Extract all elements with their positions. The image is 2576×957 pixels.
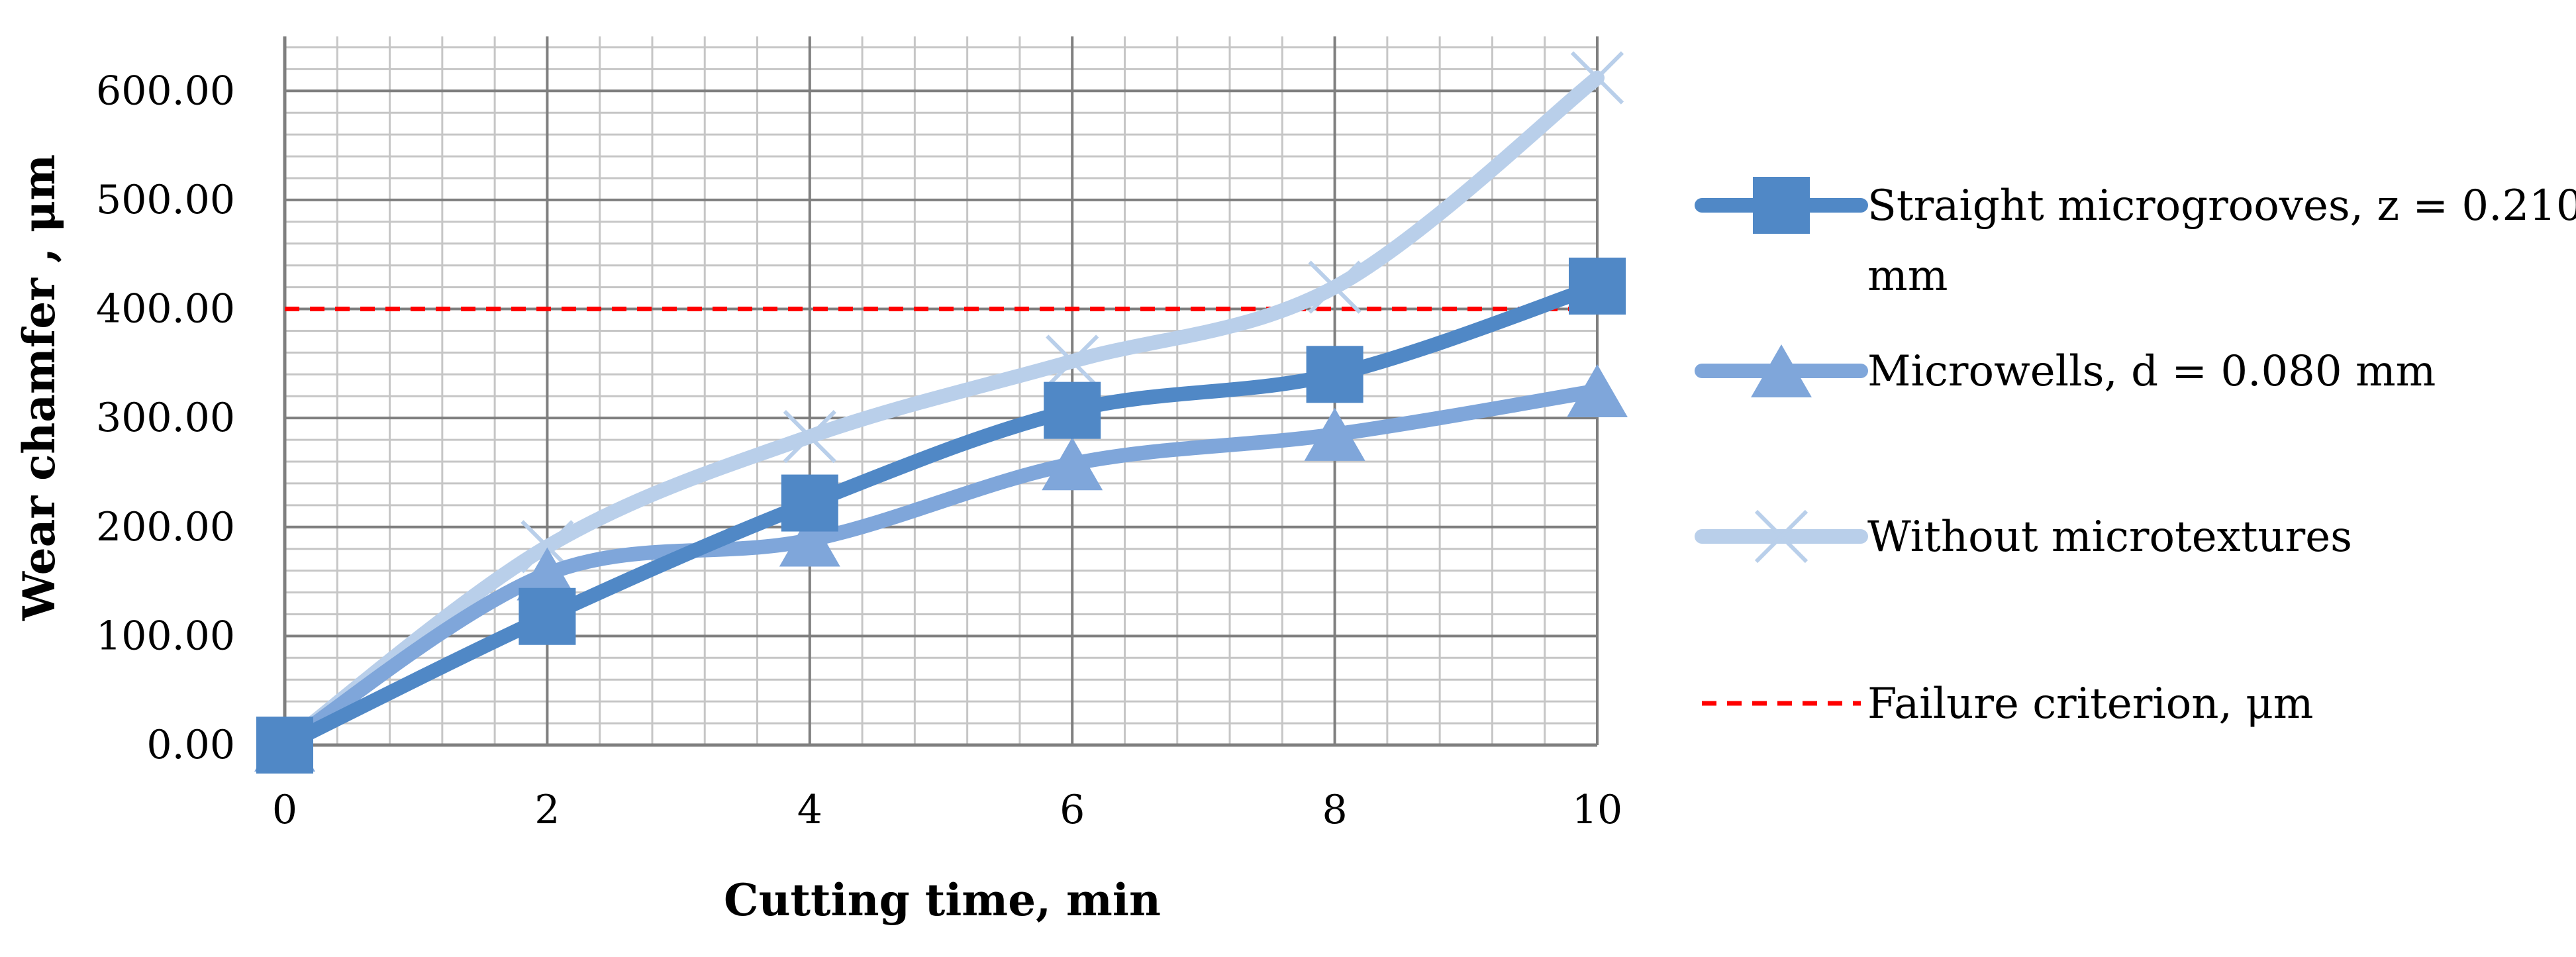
- y-tick-label: 300.00: [96, 395, 235, 441]
- y-tick-label: 600.00: [96, 68, 235, 114]
- data-point: [1308, 260, 1362, 314]
- data-point: [1569, 257, 1626, 315]
- data-point: [783, 410, 836, 464]
- series-0: [256, 257, 1626, 774]
- series-line: [277, 383, 1605, 752]
- data-point: [1044, 381, 1101, 439]
- y-tick-label: 100.00: [96, 613, 235, 659]
- data-point: [1042, 437, 1103, 491]
- series-line: [277, 278, 1605, 752]
- x-tick-label: 2: [534, 787, 560, 833]
- y-tick-label: 200.00: [96, 504, 235, 550]
- data-point: [256, 717, 313, 774]
- data-point: [1046, 334, 1099, 388]
- data-point: [517, 547, 578, 601]
- legend-label: Without microtextures: [1867, 513, 2352, 562]
- series-1: [254, 364, 1628, 772]
- legend-marker: [1753, 177, 1810, 234]
- legend-item-1: Microwells, d = 0.080 mm: [1695, 344, 2436, 397]
- x-tick-label: 8: [1322, 787, 1348, 833]
- x-tick-label: 10: [1572, 787, 1622, 833]
- legend-marker: [1754, 509, 1808, 564]
- legend-item-0: Straight microgrooves, z = 0.210 mm: [1695, 177, 2576, 301]
- x-tick-label: 0: [272, 787, 297, 833]
- data-point: [519, 587, 576, 645]
- y-tick-label: 0.00: [146, 722, 235, 768]
- data-point: [1567, 364, 1628, 417]
- legend-marker: [1751, 344, 1812, 397]
- legend-item-3: Failure criterion, μm: [1702, 680, 2313, 729]
- x-tick-label: 4: [797, 787, 822, 833]
- series-line: [277, 70, 1605, 752]
- legend-item-2: Without microtextures: [1695, 509, 2352, 564]
- legend: Straight microgrooves, z = 0.210 mm Microw…: [1695, 177, 2576, 729]
- data-point: [1570, 51, 1624, 105]
- data-point: [781, 474, 838, 532]
- legend-label: Straight microgrooves, z = 0.210: [1867, 181, 2576, 230]
- legend-label: Microwells, d = 0.080 mm: [1867, 347, 2436, 396]
- data-point: [1304, 407, 1365, 461]
- y-axis-title: Wear chamfer , μm: [13, 154, 65, 621]
- axes: 0 2 4 6 8 100.00100.00200.00300.00400.00500.0…: [96, 36, 1622, 833]
- legend-label: mm: [1867, 252, 1948, 301]
- y-tick-label: 500.00: [96, 177, 235, 223]
- data-point: [779, 513, 840, 567]
- y-tick-label: 400.00: [96, 286, 235, 332]
- x-axis-title: Cutting time, min: [724, 874, 1161, 926]
- x-tick-label: 6: [1060, 787, 1085, 833]
- series-layer: [254, 51, 1628, 774]
- legend-label: Failure criterion, μm: [1867, 680, 2313, 729]
- data-point: [1306, 346, 1363, 403]
